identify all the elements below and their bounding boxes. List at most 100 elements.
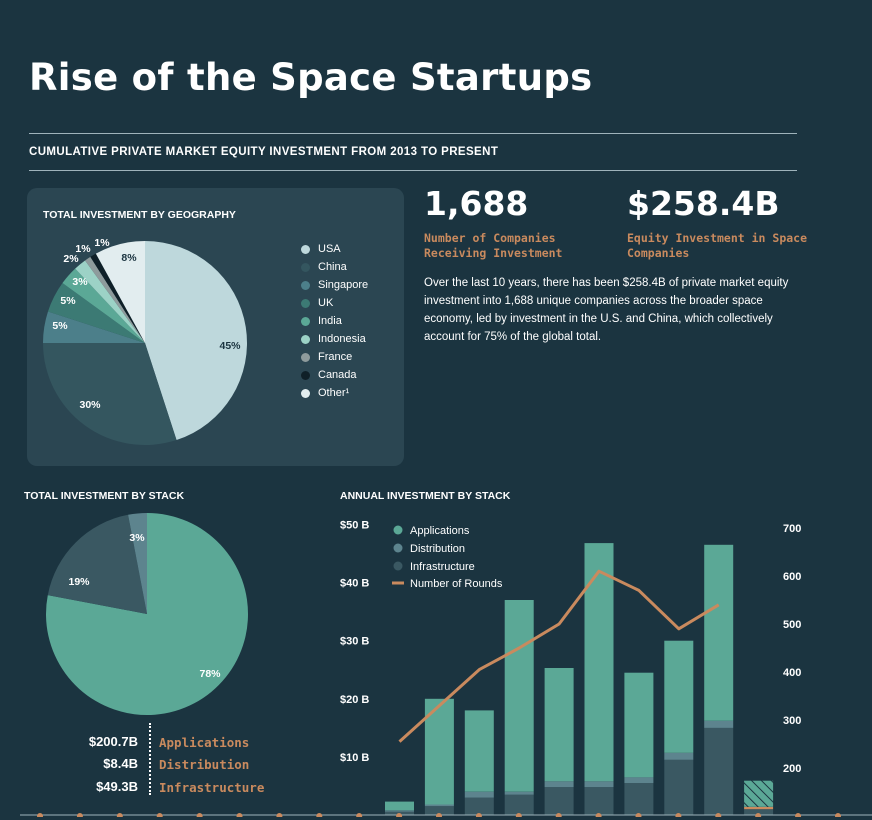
legend-item-other: Other¹ <box>301 384 368 402</box>
y-right-tick: 500 <box>783 619 801 631</box>
bar-applications <box>584 543 614 782</box>
geography-panel: TOTAL INVESTMENT BY GEOGRAPHY 45% 30% 5% 5%… <box>27 188 404 466</box>
pie-slice-china <box>43 343 177 446</box>
bar-infrastructure <box>504 794 534 815</box>
legend-label-applications: Applications <box>410 525 470 537</box>
bar-distribution <box>385 810 414 812</box>
y-left-tick: $30 B <box>340 636 369 648</box>
legend-swatch <box>301 352 310 362</box>
y-right-tick: 300 <box>783 715 801 727</box>
stack-pie-chart: 78% 19% 3% <box>46 513 249 715</box>
baseline-dot <box>555 813 562 817</box>
legend-label: France <box>318 351 353 363</box>
bar-applications <box>424 698 454 805</box>
bar-infrastructure <box>584 787 614 815</box>
baseline-dot <box>675 813 682 817</box>
bar-infrastructure <box>664 759 694 815</box>
bar-distribution <box>584 781 614 788</box>
pie-slice-usa <box>145 241 248 441</box>
baseline-dot <box>356 813 363 817</box>
stack-chart-title: TOTAL INVESTMENT BY STACK <box>24 490 185 502</box>
legend-label-distribution: Distribution <box>410 543 465 555</box>
bar-distribution <box>544 781 574 788</box>
legend-item-canada: Canada <box>301 366 368 384</box>
legend-item-usa: USA <box>301 240 368 258</box>
infrastructure-label: Infrastructure <box>159 780 265 795</box>
bar-applications <box>504 600 534 792</box>
legend-swatch <box>301 244 310 254</box>
page-title: Rise of the Space Startups <box>29 56 593 99</box>
pie-label-infrastructure: 19% <box>68 576 90 588</box>
legend-label: China <box>318 261 347 273</box>
legend-item-singapore: Singapore <box>301 276 368 294</box>
legend-label: Canada <box>318 369 357 381</box>
pie-slice-other <box>95 241 145 343</box>
bar-applications <box>544 668 574 782</box>
distribution-amount: $8.4B <box>103 756 138 771</box>
pie-label-china: 30% <box>79 399 101 411</box>
geography-chart-title: TOTAL INVESTMENT BY GEOGRAPHY <box>43 209 236 221</box>
baseline-dot <box>396 813 403 817</box>
applications-amount: $200.7B <box>88 734 138 749</box>
pie-label-indonesia: 2% <box>63 253 79 265</box>
bar-infrastructure <box>464 797 494 815</box>
legend-label: India <box>318 315 342 327</box>
equity-total: $258.4B <box>627 184 780 223</box>
bar-distribution <box>704 720 734 728</box>
legend-swatch <box>301 388 310 398</box>
pie-label-india: 3% <box>72 276 88 288</box>
y-right-tick: 600 <box>783 571 801 583</box>
geography-legend: USA China Singapore UK India Indonesia France C… <box>301 240 368 402</box>
pie-label-applications: 78% <box>199 668 221 680</box>
bar-applications <box>464 710 494 792</box>
baseline-dot <box>795 813 802 817</box>
pie-slice-india <box>62 268 146 343</box>
bar-infrastructure <box>624 783 654 815</box>
baseline-dot <box>595 813 602 817</box>
legend-label: UK <box>318 297 334 309</box>
pie-label-canada: 1% <box>94 237 110 249</box>
bar-infrastructure <box>744 809 774 815</box>
legend-item-uk: UK <box>301 294 368 312</box>
legend-swatch <box>301 316 310 326</box>
bar-infrastructure <box>424 806 454 815</box>
legend-swatch-applications <box>393 525 403 535</box>
pie-label-france: 1% <box>75 243 91 255</box>
bar-distribution <box>424 804 454 807</box>
bar-infrastructure <box>385 811 414 815</box>
baseline-dot <box>475 813 482 817</box>
pie-label-usa: 45% <box>219 340 241 352</box>
bar-applications <box>385 801 414 811</box>
pie-slice-france <box>85 256 145 343</box>
page-subtitle: CUMULATIVE PRIVATE MARKET EQUITY INVESTM… <box>29 146 499 158</box>
y-left-tick: $10 B <box>340 752 369 764</box>
distribution-label: Distribution <box>159 757 250 772</box>
pie-label-other: 8% <box>121 252 137 264</box>
legend-item-france: France <box>301 348 368 366</box>
top-divider <box>29 133 797 134</box>
bar-distribution <box>504 791 534 795</box>
baseline-dot <box>515 813 522 817</box>
baseline-dot <box>635 813 642 817</box>
subtitle-divider <box>29 170 797 171</box>
legend-swatch <box>301 334 310 344</box>
pie-label-uk: 5% <box>60 295 76 307</box>
legend-label: Singapore <box>318 279 369 291</box>
pie-slice-singapore <box>43 311 145 343</box>
legend-swatch <box>301 370 310 380</box>
pie-slice-uk <box>47 283 145 343</box>
bar-applications <box>744 780 774 807</box>
companies-count: 1,688 <box>424 184 529 223</box>
applications-label: Applications <box>159 735 250 750</box>
pie-slice-canada <box>90 253 145 343</box>
legend-label: Indonesia <box>318 333 366 345</box>
legend-item-china: China <box>301 258 368 276</box>
legend-item-india: India <box>301 312 368 330</box>
bar-distribution <box>664 752 694 760</box>
baseline-dot <box>436 813 442 817</box>
summary-paragraph: Over the last 10 years, there has been $… <box>424 277 789 343</box>
legend-label-number-of-rounds: Number of Rounds <box>410 578 503 590</box>
bar-distribution <box>464 791 494 798</box>
annual-chart-title: ANNUAL INVESTMENT BY STACK <box>340 490 511 502</box>
y-right-tick: 400 <box>783 667 801 679</box>
